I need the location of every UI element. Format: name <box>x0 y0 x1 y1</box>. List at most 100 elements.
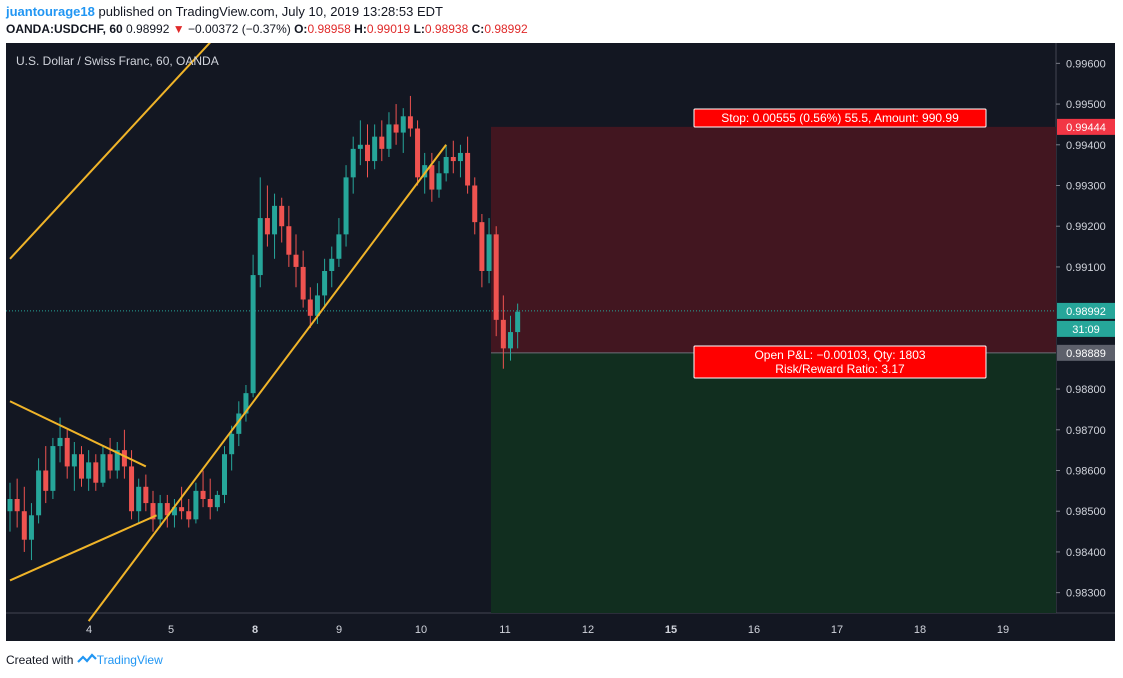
stop-loss-zone[interactable] <box>491 126 1056 353</box>
candle <box>300 250 306 308</box>
time-tick-label: 18 <box>914 624 926 636</box>
stop-price-tag: 0.99444 <box>1066 122 1106 134</box>
candle-body <box>429 165 435 190</box>
price-axis[interactable] <box>1056 43 1115 641</box>
trendline[interactable] <box>9 43 221 260</box>
candle-body <box>472 185 478 223</box>
candle-body <box>214 494 220 508</box>
candle <box>500 295 506 369</box>
candle <box>214 490 220 512</box>
time-tick-label: 15 <box>665 624 677 636</box>
candle <box>407 95 413 137</box>
candle <box>429 152 435 202</box>
candle <box>150 490 156 532</box>
candle-body <box>114 450 120 471</box>
candle-body <box>229 433 235 455</box>
price-tick-label: 0.98700 <box>1066 425 1106 437</box>
candle-body <box>415 128 421 178</box>
candle-body <box>71 454 77 467</box>
tradingview-logo-icon <box>76 653 97 663</box>
price-tick-label: 0.98600 <box>1066 466 1106 478</box>
countdown-tag-bg <box>1057 320 1115 337</box>
candle <box>93 454 99 491</box>
time-tick-label: 10 <box>415 624 427 636</box>
candle-body <box>500 319 506 349</box>
candle-body <box>508 332 513 349</box>
time-tick-label: 16 <box>748 624 760 636</box>
low-label: L: <box>413 22 425 36</box>
candle-body <box>79 454 84 479</box>
countdown-tag: 31:09 <box>1072 324 1100 336</box>
price-tick-label: 0.99600 <box>1066 58 1106 70</box>
current-price-tag-bg <box>1057 302 1115 319</box>
pnl-info-box <box>693 345 987 379</box>
candle <box>365 124 370 178</box>
price-tick-label: 0.99500 <box>1066 99 1106 111</box>
author-username[interactable]: juantourage18 <box>6 4 95 19</box>
candle-body <box>479 222 485 271</box>
candle <box>107 437 113 479</box>
candle <box>479 214 485 288</box>
candle <box>443 144 449 182</box>
candle <box>114 442 120 479</box>
candle-body <box>436 173 442 190</box>
candle <box>400 108 406 153</box>
trendline[interactable] <box>9 400 147 468</box>
tradingview-brand-link[interactable]: TradingView <box>96 653 163 667</box>
trendline[interactable] <box>87 144 447 622</box>
candle-body <box>515 311 521 333</box>
candle <box>415 120 421 186</box>
position-labels: 0.99444 0.98992 31:09 0.98889 Stop: 0.00555 … <box>693 108 1115 379</box>
candle-body <box>450 157 456 162</box>
candle-body <box>7 499 13 512</box>
candle-body <box>28 515 34 540</box>
last-price: 0.98992 <box>126 22 170 36</box>
candle <box>457 144 463 178</box>
price-tick-label: 0.98500 <box>1066 506 1106 518</box>
candle-body <box>200 490 206 499</box>
candle <box>286 205 292 267</box>
candle <box>143 474 149 512</box>
candle <box>207 478 213 520</box>
chart-title: U.S. Dollar / Swiss Franc, 60, OANDA <box>16 54 219 68</box>
candle-body <box>57 437 63 447</box>
candle-body <box>336 234 342 259</box>
candle <box>236 401 242 447</box>
candle <box>171 499 177 528</box>
candle-body <box>179 507 185 512</box>
candle-body <box>493 234 499 320</box>
candle-body <box>100 454 106 483</box>
candle <box>164 494 170 528</box>
candle-body <box>136 486 142 512</box>
trendline[interactable] <box>9 514 157 582</box>
candle <box>222 446 227 504</box>
price-chart[interactable]: 0.99600 0.99500 0.99400 0.99300 0.99200 0.991… <box>6 43 1115 641</box>
price-tick-label: 0.98400 <box>1066 547 1106 559</box>
candle <box>257 177 263 288</box>
candle <box>86 450 92 491</box>
stop-info-box <box>693 108 987 128</box>
candle <box>28 503 34 561</box>
time-tick-label: 19 <box>997 624 1009 636</box>
candle-body <box>14 499 20 512</box>
candle <box>272 193 278 259</box>
candle-body <box>243 393 249 414</box>
candle-body <box>107 454 113 471</box>
down-arrow-icon: ▼ <box>172 22 185 36</box>
candle <box>508 315 513 361</box>
created-with-text: Created with <box>6 653 74 667</box>
candle <box>264 185 270 247</box>
price-tick-label: 0.99100 <box>1066 262 1106 274</box>
trendlines[interactable] <box>9 43 447 622</box>
candle <box>322 258 328 308</box>
candle <box>393 104 399 145</box>
candle-body <box>400 116 406 133</box>
take-profit-zone[interactable] <box>491 352 1056 613</box>
price-tick-label: 0.99400 <box>1066 140 1106 152</box>
stop-price-tag-bg <box>1057 118 1115 135</box>
candle <box>243 385 249 422</box>
candle-body <box>21 511 27 540</box>
candle-body <box>386 124 392 149</box>
candle <box>372 124 378 170</box>
candle-body <box>250 275 256 394</box>
